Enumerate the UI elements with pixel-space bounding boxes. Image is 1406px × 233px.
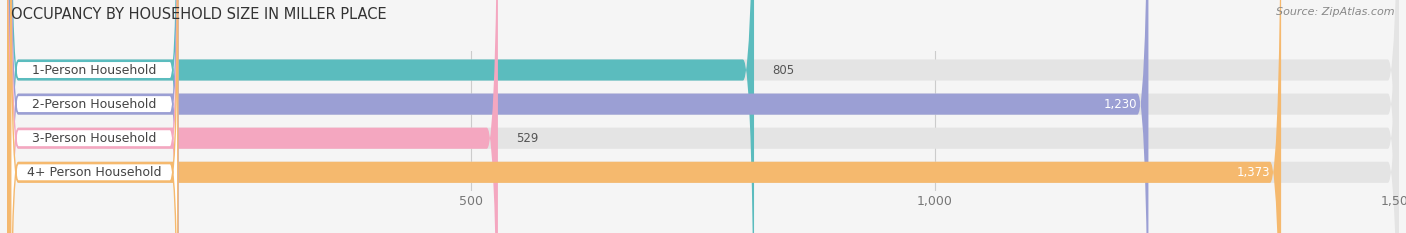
FancyBboxPatch shape [7,0,1399,233]
FancyBboxPatch shape [11,0,177,233]
Text: 1,373: 1,373 [1236,166,1270,179]
FancyBboxPatch shape [7,0,1281,233]
Text: 3-Person Household: 3-Person Household [32,132,156,145]
FancyBboxPatch shape [11,0,177,233]
FancyBboxPatch shape [11,0,177,233]
Text: OCCUPANCY BY HOUSEHOLD SIZE IN MILLER PLACE: OCCUPANCY BY HOUSEHOLD SIZE IN MILLER PL… [11,7,387,22]
FancyBboxPatch shape [11,0,177,233]
Text: 805: 805 [773,64,794,76]
Text: 1-Person Household: 1-Person Household [32,64,156,76]
Text: 1,230: 1,230 [1104,98,1137,111]
FancyBboxPatch shape [7,0,498,233]
FancyBboxPatch shape [7,0,1399,233]
Text: 529: 529 [516,132,538,145]
FancyBboxPatch shape [7,0,1149,233]
FancyBboxPatch shape [7,0,1399,233]
Text: 4+ Person Household: 4+ Person Household [27,166,162,179]
Text: 2-Person Household: 2-Person Household [32,98,156,111]
FancyBboxPatch shape [7,0,1399,233]
FancyBboxPatch shape [7,0,754,233]
Text: Source: ZipAtlas.com: Source: ZipAtlas.com [1277,7,1395,17]
